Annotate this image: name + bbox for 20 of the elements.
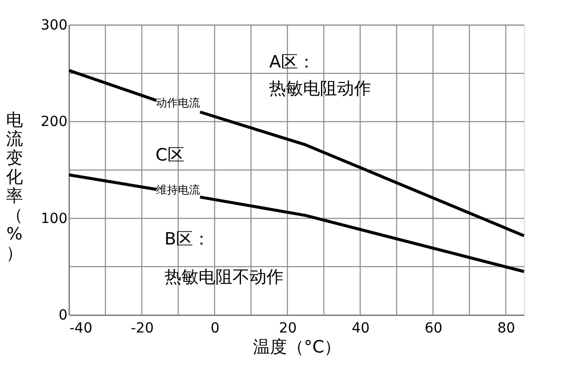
x-tick-label: 20 (278, 320, 297, 336)
y-tick-label: 300 (40, 18, 68, 34)
x-tick-label: 60 (424, 320, 442, 336)
y-axis-title: 电流变化率（%） (6, 110, 23, 264)
x-tick-label: -20 (130, 320, 154, 336)
annotation: 热敏电阻动作 (269, 78, 372, 99)
annotation: 维持电流 (156, 183, 200, 196)
annotation: B区： (164, 230, 210, 250)
annotation: C区 (155, 146, 184, 166)
x-tick-label: 80 (497, 320, 516, 336)
y-tick-label: 0 (58, 308, 68, 324)
annotation: A区： (269, 52, 315, 73)
y-tick-label: 100 (40, 210, 68, 227)
x-tick-label: 40 (352, 320, 370, 336)
x-tick-label: -40 (70, 320, 92, 336)
y-tick-label: 200 (40, 114, 68, 130)
annotation: 动作电流 (156, 96, 200, 110)
x-tick-label: 0 (210, 320, 220, 336)
x-axis-title: 温度（°C） (252, 338, 342, 358)
annotation: 热敏电阻不动作 (164, 267, 284, 288)
